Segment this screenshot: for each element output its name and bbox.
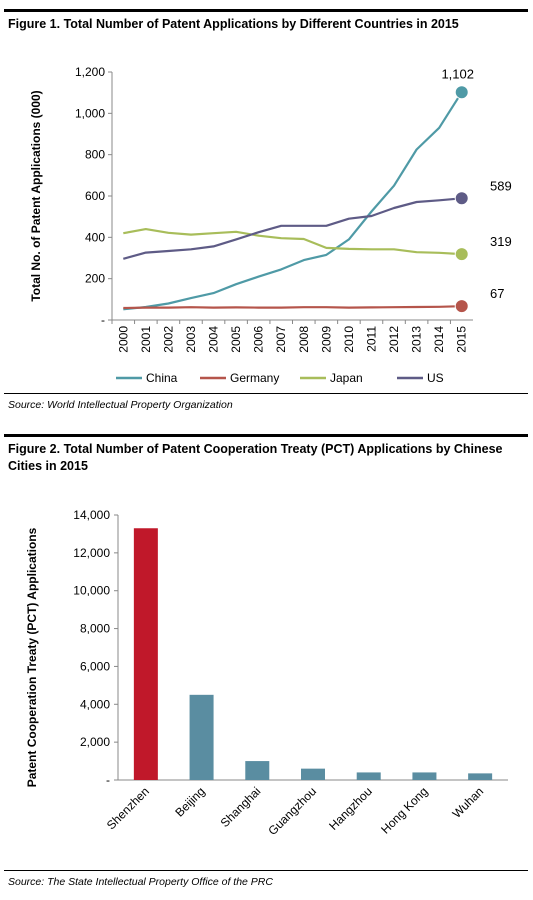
y-axis-title: Patent Cooperation Treaty (PCT) Applicat… xyxy=(25,527,39,787)
x-tick-label: 2005 xyxy=(229,326,243,353)
y-tick-label: - xyxy=(101,313,105,327)
x-tick-label: 2011 xyxy=(364,326,378,352)
x-tick-label-hangzhou: Hangzhou xyxy=(326,784,375,833)
x-tick-label-shanghai: Shanghai xyxy=(218,784,264,830)
figure1-line-chart: - 200 400 600 800 1,000 1,200 2000 2001 2002 2003 2… xyxy=(29,65,512,385)
x-tick-label: 2010 xyxy=(342,326,356,353)
bar-shenzhen xyxy=(133,528,158,780)
x-tick-label: 2001 xyxy=(139,326,153,353)
series-line-japan xyxy=(123,228,462,256)
legend-label-germany: Germany xyxy=(230,371,279,385)
x-tick-label-beijing: Beijing xyxy=(172,784,207,819)
y-tick-label: 8,000 xyxy=(80,622,110,636)
series-line-china xyxy=(123,91,463,311)
x-tick-label: 2002 xyxy=(161,326,175,353)
x-tick-label: 2008 xyxy=(297,326,311,353)
y-tick-label: 2,000 xyxy=(80,735,110,749)
y-tick-label: 800 xyxy=(85,148,105,162)
endpoint-marker-germany xyxy=(454,299,469,314)
y-tick-label: 1,200 xyxy=(75,65,105,79)
bar-wuhan xyxy=(468,773,493,780)
bar-hangzhou xyxy=(356,772,381,780)
figure2-bar-chart: - 2,000 4,000 6,000 8,000 10,000 12,000 14,000 P… xyxy=(25,508,508,838)
end-label-china: 1,102 xyxy=(441,66,474,81)
end-label-us: 589 xyxy=(490,178,512,193)
endpoint-marker-japan xyxy=(454,247,469,262)
bar-shanghai xyxy=(245,761,270,780)
x-tick-label: 2012 xyxy=(387,326,401,353)
y-tick-label: 4,000 xyxy=(80,697,110,711)
bar-guangzhou xyxy=(301,768,325,780)
endpoint-marker-us xyxy=(454,191,469,206)
x-tick-label: 2013 xyxy=(410,326,424,353)
x-tick-label: 2007 xyxy=(274,326,288,353)
x-tick-label-hong-kong: Hong Kong xyxy=(378,784,430,836)
x-tick-label: 2015 xyxy=(455,326,469,353)
legend-label-china: China xyxy=(146,371,178,385)
x-tick-label: 2009 xyxy=(319,326,333,353)
y-tick-label: - xyxy=(106,773,110,787)
bar-beijing xyxy=(189,694,214,780)
y-tick-label: 400 xyxy=(85,230,105,244)
x-tick-label: 2006 xyxy=(252,326,266,353)
figure1-source: Source: World Intellectual Property Orga… xyxy=(8,399,233,411)
legend-label-us: US xyxy=(427,371,444,385)
x-tick-label: 2000 xyxy=(116,326,130,353)
end-label-japan: 319 xyxy=(490,234,512,249)
figure2-source: Source: The State Intellectual Property … xyxy=(8,876,273,888)
x-tick-label: 2003 xyxy=(184,326,198,353)
series-line-germany xyxy=(123,305,462,310)
y-tick-label: 600 xyxy=(85,189,105,203)
figure1-title: Figure 1. Total Number of Patent Applica… xyxy=(8,17,459,31)
x-tick-label-shenzhen: Shenzhen xyxy=(104,784,152,832)
legend-label-japan: Japan xyxy=(330,371,363,385)
x-tick-label-guangzhou: Guangzhou xyxy=(265,784,319,838)
x-tick-label-wuhan: Wuhan xyxy=(450,784,487,821)
endpoint-marker-china xyxy=(454,85,469,100)
figure2-top-rule xyxy=(4,434,528,437)
figure1-top-rule xyxy=(4,9,528,12)
bar-hong-kong xyxy=(412,772,437,780)
y-tick-label: 10,000 xyxy=(73,584,110,598)
y-tick-label: 14,000 xyxy=(73,508,110,522)
series-line-us xyxy=(123,197,462,260)
y-tick-label: 6,000 xyxy=(80,659,110,673)
y-axis-title: Total No. of Patent Applications (000) xyxy=(29,90,43,301)
x-tick-label: 2014 xyxy=(432,326,446,353)
y-tick-label: 1,000 xyxy=(75,106,105,120)
figure2-source-rule xyxy=(4,870,528,871)
y-tick-label: 12,000 xyxy=(73,546,110,560)
figure1-source-rule xyxy=(4,393,528,394)
x-tick-label: 2004 xyxy=(207,326,221,353)
figure2-title: Figure 2. Total Number of Patent Coopera… xyxy=(8,442,503,473)
end-label-germany: 67 xyxy=(490,286,504,301)
y-tick-label: 200 xyxy=(85,272,105,286)
